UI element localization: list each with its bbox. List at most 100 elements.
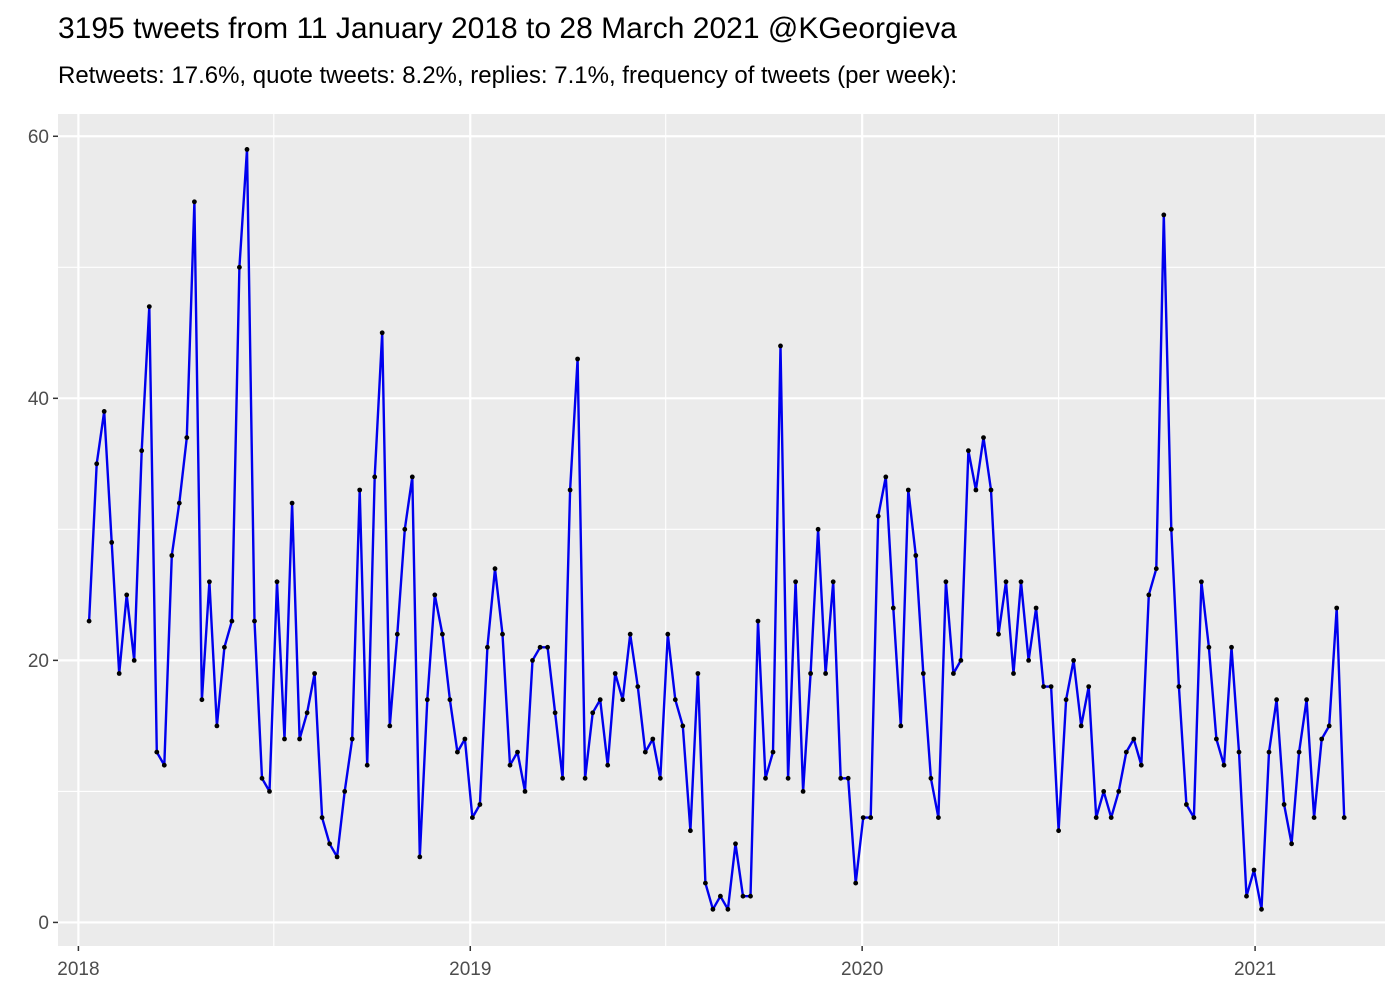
data-point	[545, 644, 550, 650]
data-point	[184, 435, 190, 440]
data-point	[334, 854, 340, 860]
data-point	[1138, 762, 1144, 768]
data-point	[1259, 906, 1264, 912]
data-point	[372, 474, 378, 480]
data-point	[116, 671, 122, 676]
data-point	[1131, 736, 1137, 742]
data-point	[485, 644, 490, 650]
data-point	[1214, 736, 1219, 742]
data-point	[379, 330, 385, 336]
data-point	[996, 631, 1001, 637]
data-point	[1123, 749, 1129, 755]
data-point	[244, 147, 250, 152]
data-point	[229, 618, 235, 624]
data-point	[815, 526, 821, 532]
data-point	[875, 513, 881, 519]
data-point	[440, 631, 445, 637]
data-point	[289, 500, 295, 506]
data-point	[447, 697, 453, 703]
data-point	[530, 658, 535, 663]
data-point	[424, 697, 430, 703]
axis-ticks	[53, 135, 1256, 951]
data-point	[590, 710, 596, 716]
data-point	[267, 789, 272, 794]
data-point	[973, 487, 979, 493]
data-point	[898, 723, 904, 729]
data-point	[199, 697, 205, 703]
data-point	[1191, 815, 1197, 820]
data-point	[1116, 789, 1122, 794]
data-point	[455, 749, 460, 755]
data-point	[169, 553, 175, 558]
data-point	[432, 592, 438, 598]
data-point	[1229, 644, 1234, 650]
series-group	[86, 147, 1347, 912]
data-point	[1146, 592, 1152, 598]
data-point	[823, 671, 828, 676]
data-point	[192, 199, 197, 205]
data-point	[207, 579, 212, 585]
data-point	[139, 448, 145, 454]
data-point	[131, 658, 137, 663]
data-point	[635, 684, 641, 689]
data-point	[500, 631, 505, 637]
data-point	[981, 435, 986, 440]
data-point	[1026, 658, 1031, 663]
data-point	[259, 775, 265, 781]
data-point	[409, 474, 415, 480]
y-tick-label: 60	[28, 127, 49, 148]
data-point	[1086, 684, 1092, 689]
data-point	[1108, 815, 1114, 820]
data-point	[1206, 644, 1212, 650]
data-point	[665, 631, 671, 637]
data-point	[176, 500, 182, 506]
data-point	[800, 789, 806, 794]
x-tick-label: 2021	[1234, 959, 1276, 980]
data-point	[462, 736, 468, 742]
data-point	[402, 526, 408, 532]
data-point	[703, 880, 708, 886]
y-tick-label: 20	[28, 651, 49, 672]
data-point	[567, 487, 573, 493]
data-point	[597, 697, 603, 703]
data-point	[1101, 789, 1107, 794]
data-point	[740, 893, 746, 899]
data-point	[154, 749, 160, 755]
data-point	[1078, 723, 1084, 729]
data-point	[1093, 815, 1099, 820]
x-tick-label: 2020	[841, 959, 883, 980]
data-point	[845, 775, 851, 781]
data-point	[1184, 802, 1189, 807]
data-point	[793, 579, 798, 585]
data-point	[387, 723, 393, 729]
data-point	[650, 736, 656, 742]
x-tick-label: 2019	[449, 959, 491, 980]
data-point	[733, 841, 738, 847]
data-point	[297, 736, 302, 742]
data-point	[890, 605, 896, 611]
data-point	[86, 618, 92, 624]
x-tick-label: 2018	[57, 959, 99, 980]
data-point	[1071, 658, 1076, 663]
y-tick-label: 40	[28, 389, 49, 410]
data-point	[1161, 212, 1167, 218]
data-point	[808, 671, 813, 676]
data-point	[146, 304, 152, 309]
data-point	[1334, 605, 1340, 611]
data-point	[1168, 526, 1174, 532]
series-line	[87, 148, 1346, 911]
data-point	[718, 893, 723, 899]
data-point	[357, 487, 363, 493]
major-gridlines	[58, 114, 1385, 946]
data-point	[1056, 828, 1061, 834]
data-point	[282, 736, 287, 742]
data-point	[1274, 697, 1279, 703]
data-point	[605, 762, 611, 768]
data-point	[725, 906, 731, 912]
data-point	[1289, 841, 1294, 847]
data-point	[966, 448, 971, 454]
data-point	[830, 579, 836, 585]
data-point	[785, 775, 791, 781]
data-point	[1244, 893, 1249, 899]
